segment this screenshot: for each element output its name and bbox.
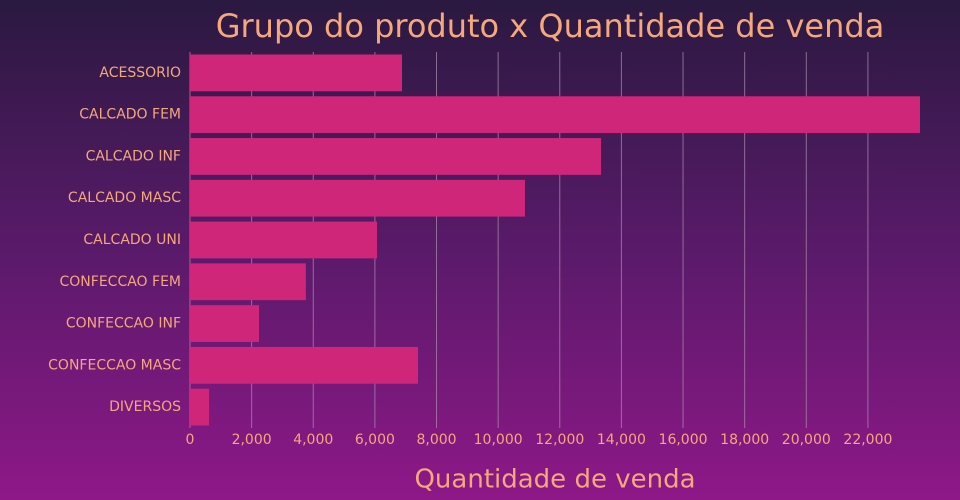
y-tick-label: CONFECCAO INF [66, 316, 181, 332]
x-tick-label: 6,000 [355, 432, 395, 448]
y-tick-label: CALCADO MASC [68, 190, 181, 206]
x-tick-label: 10,000 [474, 432, 523, 448]
y-tick-label: CONFECCAO MASC [48, 357, 181, 373]
bar [190, 263, 306, 301]
bar [190, 346, 419, 384]
bar [190, 221, 378, 259]
y-tick-label: CALCADO UNI [83, 232, 181, 248]
bar [190, 305, 260, 342]
bar [190, 179, 525, 217]
x-tick-label: 22,000 [843, 432, 892, 448]
bar [190, 388, 210, 426]
bar [190, 96, 920, 134]
bar [190, 138, 602, 175]
y-tick-label: CONFECCAO FEM [60, 274, 182, 290]
x-tick-label: 20,000 [782, 432, 831, 448]
x-axis-title: Quantidade de venda [414, 465, 695, 495]
x-tick-label: 18,000 [720, 432, 769, 448]
y-tick-label: CALCADO FEM [79, 107, 181, 123]
y-tick-label: DIVERSOS [109, 399, 181, 415]
x-tick-label: 0 [186, 432, 195, 448]
x-tick-label: 2,000 [232, 432, 272, 448]
x-tick-label: 14,000 [597, 432, 646, 448]
x-tick-label: 12,000 [535, 432, 584, 448]
bar [190, 54, 403, 92]
y-tick-label: ACESSORIO [99, 65, 181, 81]
y-tick-label: CALCADO INF [86, 148, 181, 164]
chart-title: Grupo do produto x Quantidade de venda [216, 7, 885, 45]
x-tick-label: 16,000 [659, 432, 708, 448]
x-tick-label: 4,000 [293, 432, 333, 448]
x-tick-label: 8,000 [416, 432, 456, 448]
